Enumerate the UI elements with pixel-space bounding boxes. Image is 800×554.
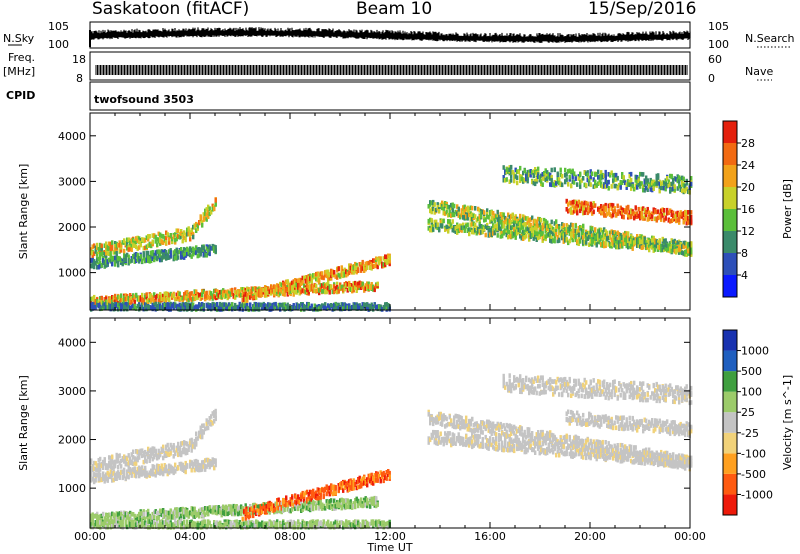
- x-tick-label: 04:00: [174, 530, 206, 543]
- velocity-colorbar-tick-label: 500: [741, 365, 762, 378]
- x-tick-label: 20:00: [574, 530, 606, 543]
- cpid-text: twofsound 3503: [94, 93, 194, 106]
- power-colorbar-swatch: [723, 209, 737, 231]
- velocity-colorbar-label: Velocity [m s^-1]: [781, 375, 794, 470]
- y-axis-label: Slant Range [km]: [17, 375, 30, 471]
- power-heatmap: [90, 164, 693, 312]
- velocity-colorbar-swatch: [723, 494, 737, 515]
- power-colorbar-tick-label: 16: [741, 203, 755, 216]
- beam-label: Beam 10: [356, 0, 433, 19]
- cpid-label: CPID: [6, 89, 36, 102]
- x-tick-label: 00:00: [674, 530, 706, 543]
- noise-right-tick-low: 100: [708, 38, 729, 51]
- power-colorbar-tick-label: 4: [741, 269, 748, 282]
- freq-label: Freq.: [8, 51, 36, 64]
- velocity-colorbar-swatch: [723, 473, 737, 495]
- y-tick-label: 1000: [58, 482, 86, 495]
- noise-left-tick-low: 100: [48, 38, 69, 51]
- power-colorbar-label: Power [dB]: [781, 179, 794, 239]
- freq-left-tick-low: 8: [76, 72, 83, 85]
- date-label: 15/Sep/2016: [588, 0, 697, 19]
- power-colorbar-swatch: [723, 187, 737, 209]
- mhz-label: [MHz]: [3, 65, 36, 78]
- power-colorbar-tick-label: 8: [741, 247, 748, 260]
- y-tick-label: 1000: [58, 267, 86, 280]
- cpid-panel-frame: [89, 81, 691, 111]
- nave-right-tick-high: 60: [708, 53, 722, 66]
- power-colorbar-tick-label: 12: [741, 225, 755, 238]
- velocity-colorbar-frame: [722, 329, 738, 516]
- freq-panel-frame: [89, 51, 691, 81]
- velocity-colorbar-tick-label: 100: [741, 386, 762, 399]
- power-colorbar-swatch: [723, 275, 737, 297]
- velocity-colorbar-tick-label: 25: [741, 406, 755, 419]
- noise-left-tick-high: 105: [48, 20, 69, 33]
- nsky-label: N.Sky: [3, 32, 35, 45]
- power-colorbar-tick-label: 20: [741, 181, 755, 194]
- noise-right-tick-high: 105: [708, 20, 729, 33]
- velocity-colorbar-tick-label: -100: [741, 447, 766, 460]
- y-tick-label: 2000: [58, 221, 86, 234]
- power-colorbar-swatch: [723, 253, 737, 275]
- velocity-colorbar-swatch: [723, 412, 737, 433]
- noise-sky-trace: [89, 27, 691, 43]
- power-colorbar-swatch: [723, 143, 737, 165]
- y-tick-label: 3000: [58, 175, 86, 188]
- freq-left-tick-high: 18: [72, 53, 86, 66]
- power-colorbar-swatch: [723, 121, 737, 143]
- y-axis-label: Slant Range [km]: [17, 164, 30, 260]
- velocity-heatmap: [90, 373, 693, 530]
- velocity-colorbar-swatch: [723, 391, 737, 413]
- velocity-colorbar-tick-label: -25: [741, 427, 759, 440]
- velocity-colorbar-tick-label: -1000: [741, 488, 773, 501]
- velocity-colorbar-swatch: [723, 350, 737, 372]
- power-colorbar-tick-label: 24: [741, 159, 755, 172]
- velocity-colorbar-tick-label: 1000: [741, 345, 769, 358]
- y-tick-label: 3000: [58, 385, 86, 398]
- x-tick-label: 00:00: [74, 530, 106, 543]
- velocity-colorbar-tick-label: -500: [741, 468, 766, 481]
- nsearch-label: N.Search: [745, 32, 795, 45]
- x-axis-label: Time UT: [366, 541, 412, 554]
- y-tick-label: 4000: [58, 130, 86, 143]
- velocity-colorbar-swatch: [723, 330, 737, 351]
- nave-label: Nave: [745, 65, 774, 78]
- power-colorbar-swatch: [723, 165, 737, 187]
- station-title: Saskatoon (fitACF): [92, 0, 250, 19]
- y-tick-label: 2000: [58, 434, 86, 447]
- freq-trace: [95, 65, 688, 75]
- nave-right-tick-low: 0: [708, 72, 715, 85]
- x-tick-label: 16:00: [474, 530, 506, 543]
- power-colorbar-swatch: [723, 231, 737, 253]
- velocity-colorbar-swatch: [723, 453, 737, 474]
- velocity-colorbar-swatch: [723, 432, 737, 454]
- velocity-colorbar-swatch: [723, 371, 737, 392]
- x-tick-label: 12:00: [374, 530, 406, 543]
- power-colorbar-tick-label: 28: [741, 137, 755, 150]
- y-tick-label: 4000: [58, 336, 86, 349]
- x-tick-label: 08:00: [274, 530, 306, 543]
